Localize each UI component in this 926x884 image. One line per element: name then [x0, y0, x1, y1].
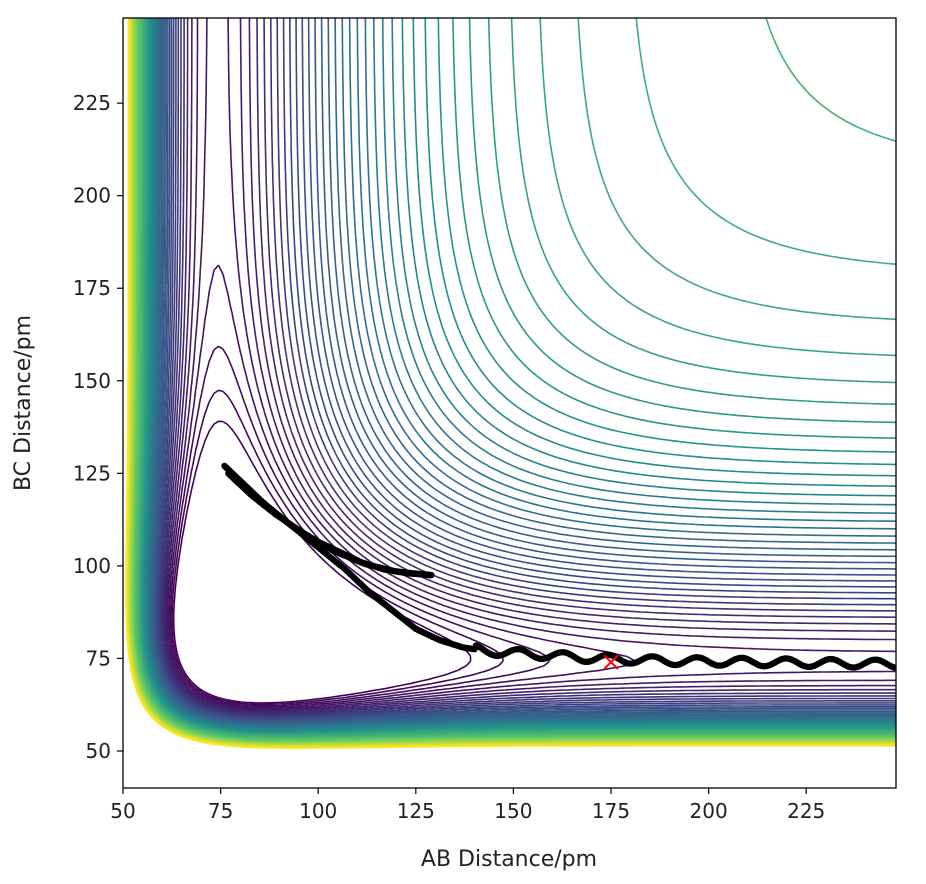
y-tick-label: 200 [73, 184, 111, 208]
x-tick-label: 150 [494, 799, 532, 823]
x-axis-ticks: 50 75 100 125 150 175 200 225 [110, 788, 825, 823]
contour-level [155, 18, 896, 721]
contour-level [159, 18, 896, 717]
x-tick-label: 75 [208, 799, 233, 823]
x-tick-label: 225 [787, 799, 825, 823]
x-tick-label: 50 [110, 799, 135, 823]
contour-level [156, 18, 896, 720]
x-tick-label: 200 [690, 799, 728, 823]
trajectory [221, 462, 896, 671]
y-axis-ticks: 50 75 100 125 150 175 200 225 [73, 91, 123, 763]
contour-level [160, 18, 896, 716]
contour-level [172, 420, 472, 704]
x-axis-label: AB Distance/pm [421, 847, 597, 872]
end-marker [603, 654, 619, 670]
y-tick-label: 125 [73, 461, 111, 485]
y-tick-label: 175 [73, 276, 111, 300]
y-tick-label: 150 [73, 369, 111, 393]
trajectory-point [890, 664, 896, 671]
contour-level [161, 18, 896, 715]
y-tick-label: 100 [73, 554, 111, 578]
contour-level [157, 18, 896, 719]
x-tick-label: 100 [299, 799, 337, 823]
contour-lines [125, 18, 896, 749]
contour-level [163, 18, 896, 714]
x-tick-label: 125 [397, 799, 435, 823]
contour-level [158, 18, 896, 718]
marker-x-stroke [603, 654, 619, 670]
y-tick-label: 50 [86, 739, 111, 763]
y-tick-label: 225 [73, 91, 111, 115]
contour-level [154, 18, 896, 722]
contour-level [165, 18, 896, 711]
y-axis-label: BC Distance/pm [11, 315, 36, 491]
contour-level [169, 345, 551, 707]
contour-level [151, 18, 896, 724]
contour-level [125, 18, 896, 749]
x-tick-label: 175 [592, 799, 630, 823]
plot-frame [122, 17, 897, 789]
contour-level [168, 264, 636, 708]
y-tick-label: 75 [86, 646, 111, 670]
contour-level [164, 18, 896, 712]
